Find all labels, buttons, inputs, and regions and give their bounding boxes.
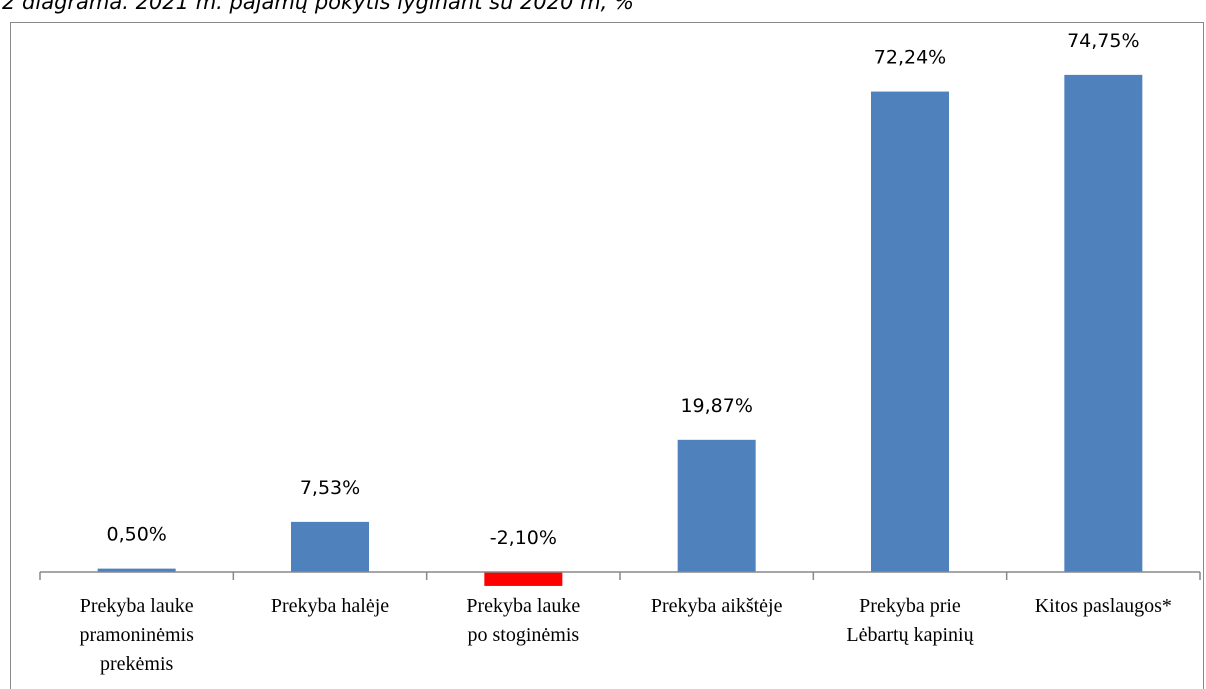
value-label: 72,24% xyxy=(874,47,946,69)
x-tick-label: Kitos paslaugos* xyxy=(1034,595,1172,617)
value-label: 74,75% xyxy=(1067,30,1139,52)
bar xyxy=(1064,74,1143,572)
value-label: 19,87% xyxy=(680,395,752,417)
bar xyxy=(291,521,369,572)
value-label: 0,50% xyxy=(106,524,166,546)
x-tick-label: Prekyba aikštėje xyxy=(650,595,783,617)
x-tick-label: Prekyba halėje xyxy=(270,595,390,617)
x-tick-label: Prekyba lauke pramoninėmis prekėmis xyxy=(79,595,194,675)
x-tick-label: Prekyba lauke po stoginėmis xyxy=(466,595,581,646)
bar xyxy=(677,439,756,572)
bar xyxy=(97,568,176,572)
chart-title: 2 diagrama. 2021 m. pajamų pokytis lygin… xyxy=(2,0,634,14)
bar xyxy=(871,91,949,572)
value-label: -2,10% xyxy=(490,527,557,549)
bar xyxy=(484,571,563,586)
chart-frame xyxy=(10,22,1204,689)
value-label: 7,53% xyxy=(300,477,360,499)
x-tick-label: Prekyba prie Lėbartų kapinių xyxy=(846,595,974,646)
